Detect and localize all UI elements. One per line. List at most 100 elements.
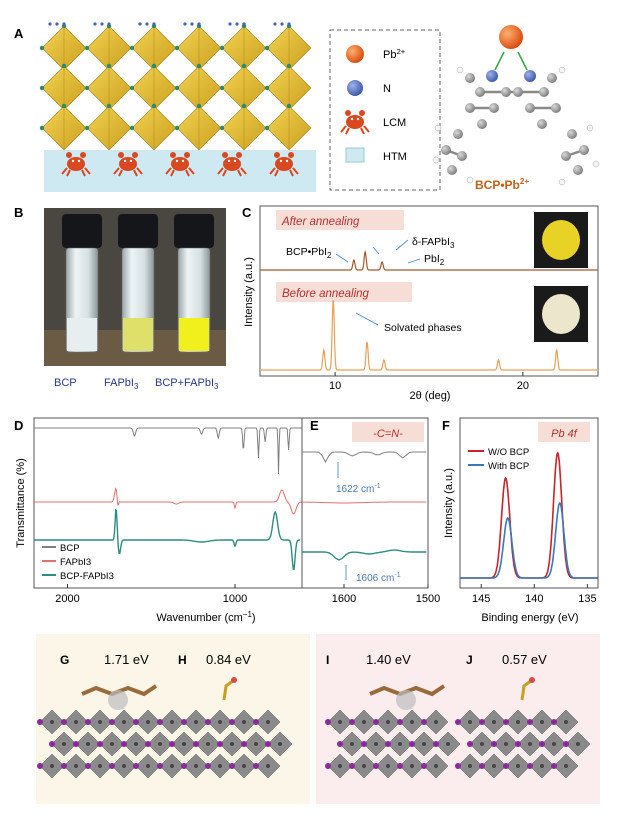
iodine-atom [551,719,557,725]
nitrogen-icon [347,80,363,96]
lead-atom [434,720,438,724]
vial-cap [62,214,102,248]
xps-x-axis: 145 140 135 [472,584,597,605]
lead-atom [492,720,496,724]
ftir-x-label: Wavenumber (cm−1) [156,610,255,624]
fa-cation [190,22,194,26]
c-atom [561,151,571,161]
cn-title: -C=N- [373,428,403,440]
bcp-pb-molecule: BCP•Pb2+ [432,25,600,192]
panel-a-letter: A [14,26,24,41]
iodine-atom [157,719,163,725]
xps-tick-label: 135 [578,593,596,605]
iodine-atom [503,719,509,725]
crab-legs [61,167,91,177]
iodine-atom [479,719,485,725]
lead-atom [134,742,138,746]
iodide-atom [196,103,202,109]
after-annealing-label: After annealing [281,216,360,228]
iodine-atom [385,741,391,747]
crab-eye [71,159,75,163]
lead-atom [50,720,54,724]
xrd-y-label: Intensity (a.u.) [243,257,255,327]
molecule-label: BCP•Pb2+ [475,177,529,192]
lead-atom [446,742,450,746]
lead-atom [410,720,414,724]
energy-g: 1.71 eV [104,652,149,667]
ftir-tick-label: 1000 [223,593,247,605]
film-after-yellow [542,220,580,260]
iodine-atom [527,719,533,725]
small-adsorbate [520,678,533,701]
xrd-after-annealing-trace [260,250,598,271]
panel-e: E -C=N- 1622 cm-1 1606 cm-1 1600 1500 [301,417,440,605]
lead-atom [480,742,484,746]
iodine-atom [515,741,521,747]
crab-molecule [61,152,91,177]
zoom-bcp-trace [302,451,427,464]
iodine-atom [181,763,187,769]
crab-claw [288,152,294,158]
iodine-atom [433,741,439,747]
c-atom [457,151,467,161]
panel-a: A Pb2+ N LCM HTM BCP•Pb2+ [14,22,600,192]
iodine-atom [133,763,139,769]
lead-atom [374,742,378,746]
lead-atom [266,720,270,724]
c-atom [477,119,487,129]
iodide-atom [129,45,135,51]
lead-atom [386,720,390,724]
crab-eye [123,159,127,163]
ftir-fapbi3-trace [34,487,303,515]
legend-lcm-label: LCM [383,117,406,129]
ann-solvated-phases: Solvated phases [384,322,462,334]
iodine-atom [491,741,497,747]
dft-panels: G 1.71 eV H 0.84 eV I 1.40 eV J 0.57 eV [36,634,600,804]
panel-a-legend: Pb2+ N LCM HTM [329,29,441,191]
crab-eye [233,159,237,163]
fa-cation [228,22,232,26]
before-annealing-label: Before annealing [282,288,370,300]
panel-h-letter: H [178,653,187,667]
vial-cap [118,214,158,248]
cn-title-bg [352,422,424,442]
iodide-atom [61,103,67,109]
iodine-atom [467,741,473,747]
iodide-atom [106,63,112,69]
xrd-x-axis: 10 20 [329,372,529,392]
c-atom [567,129,577,139]
iodide-atom [264,45,270,51]
legend-fapbi3-text: FAPbI3 [60,557,91,568]
crab-legs [165,167,195,177]
zoom-fapbi3-trace [302,501,427,504]
fa-cation [138,22,142,26]
xrd-x-label: 2θ (deg) [410,390,451,402]
perovskite-lattice [39,22,316,192]
fa-cation [48,22,52,26]
h-atom [558,178,566,186]
c-atom [475,87,485,97]
iodine-atom [97,741,103,747]
panel-g-letter: G [60,653,69,667]
c-atom [453,129,463,139]
iodine-atom [193,741,199,747]
before-label-bg [276,282,412,302]
lead-atom [74,720,78,724]
iodine-atom [397,763,403,769]
lead-atom [564,764,568,768]
lead-atom [564,720,568,724]
panel-d: D BCP FAPbI3 BCP-FAPbI3 2000 1000 Transmi… [14,417,303,624]
iodine-atom [85,719,91,725]
iodide-atom [241,63,247,69]
panel-j-letter: J [466,653,473,667]
lead-atom [422,742,426,746]
crab-molecule [165,152,195,177]
vial-liquid [67,318,97,351]
iodine-atom [325,763,331,769]
xps-tick-label: 140 [525,593,543,605]
lead-atom [468,764,472,768]
lead-atom [350,742,354,746]
iodide-atom [129,85,135,91]
zoom-tick-label: 1600 [332,593,356,605]
